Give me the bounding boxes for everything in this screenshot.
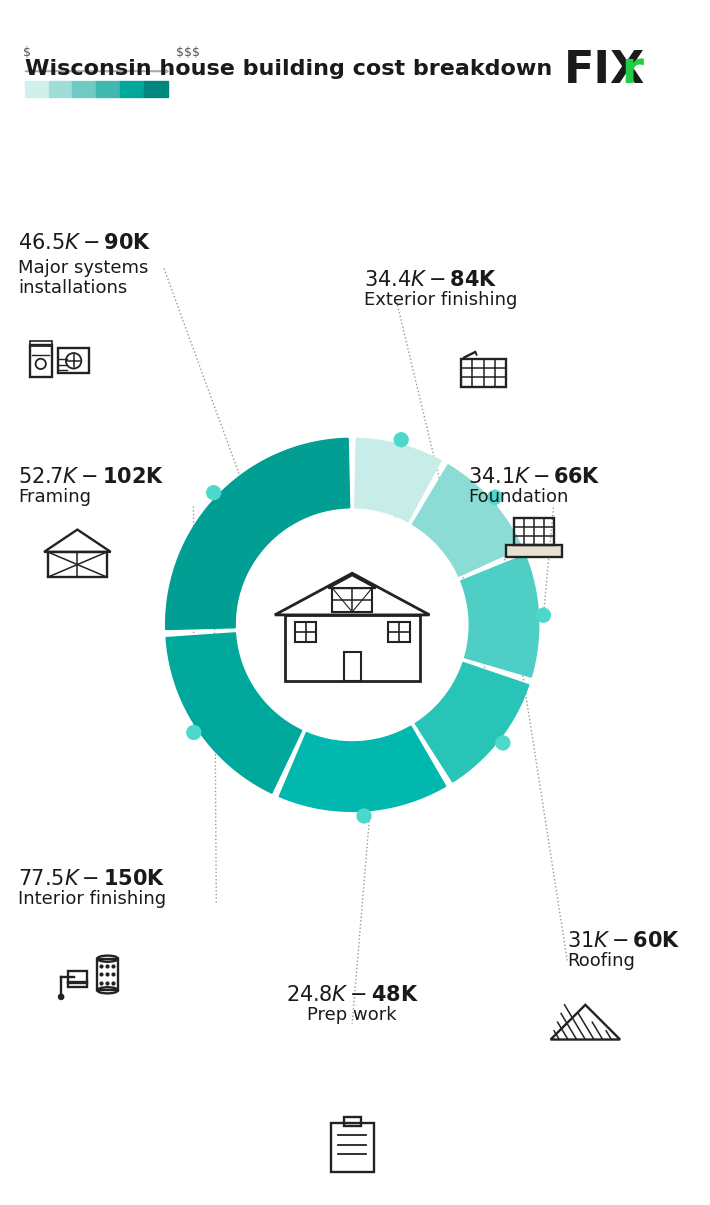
Bar [144,81,168,98]
Text: Interior finishing: Interior finishing [18,889,166,907]
Circle shape [237,510,467,740]
Circle shape [58,994,64,999]
Bar [97,959,118,991]
Polygon shape [355,439,441,522]
Bar [67,971,87,982]
Bar [462,359,506,387]
Bar [388,622,410,642]
Text: Foundation: Foundation [469,488,569,506]
Bar [30,345,52,377]
Text: Prep work: Prep work [307,1006,397,1023]
Bar [514,518,554,545]
Text: Framing: Framing [18,488,91,506]
Circle shape [394,433,408,447]
Bar [25,81,48,98]
Text: $24.8K - $48K: $24.8K - $48K [285,984,419,1005]
Text: Exterior finishing: Exterior finishing [364,292,518,310]
Text: $52.7K - $102K: $52.7K - $102K [18,466,164,487]
Bar [295,622,317,642]
Circle shape [357,809,371,823]
Text: $77.5K - $150K: $77.5K - $150K [18,869,165,889]
Text: r: r [621,49,643,93]
Circle shape [488,490,502,504]
Text: $: $ [23,46,31,59]
Text: Roofing: Roofing [567,952,635,970]
Polygon shape [279,727,446,811]
Polygon shape [413,465,522,576]
Text: $46.5K - $90K: $46.5K - $90K [18,233,151,253]
Bar [72,81,97,98]
Circle shape [187,725,201,740]
Bar [331,1123,373,1172]
Bar [332,588,372,612]
Bar [30,341,52,346]
Text: $34.1K - $66K: $34.1K - $66K [469,466,601,487]
Circle shape [537,609,550,622]
Bar [48,81,72,98]
Text: $31K - $60K: $31K - $60K [567,931,681,951]
Bar [344,652,361,681]
Bar [67,982,87,987]
Text: Major systems
installations: Major systems installations [18,259,148,298]
Bar [506,545,562,558]
Bar [344,1117,361,1127]
Bar [97,81,120,98]
Polygon shape [415,663,529,782]
Polygon shape [165,439,349,629]
Polygon shape [461,556,539,677]
Circle shape [496,736,510,750]
Text: FIX: FIX [564,49,645,93]
Text: Wisconsin house building cost breakdown: Wisconsin house building cost breakdown [25,59,552,80]
Text: $34.4K - $84K: $34.4K - $84K [364,270,498,290]
Polygon shape [166,633,302,793]
Text: $$$: $$$ [175,46,200,59]
Circle shape [207,486,221,500]
Bar [120,81,144,98]
Bar [58,348,89,372]
